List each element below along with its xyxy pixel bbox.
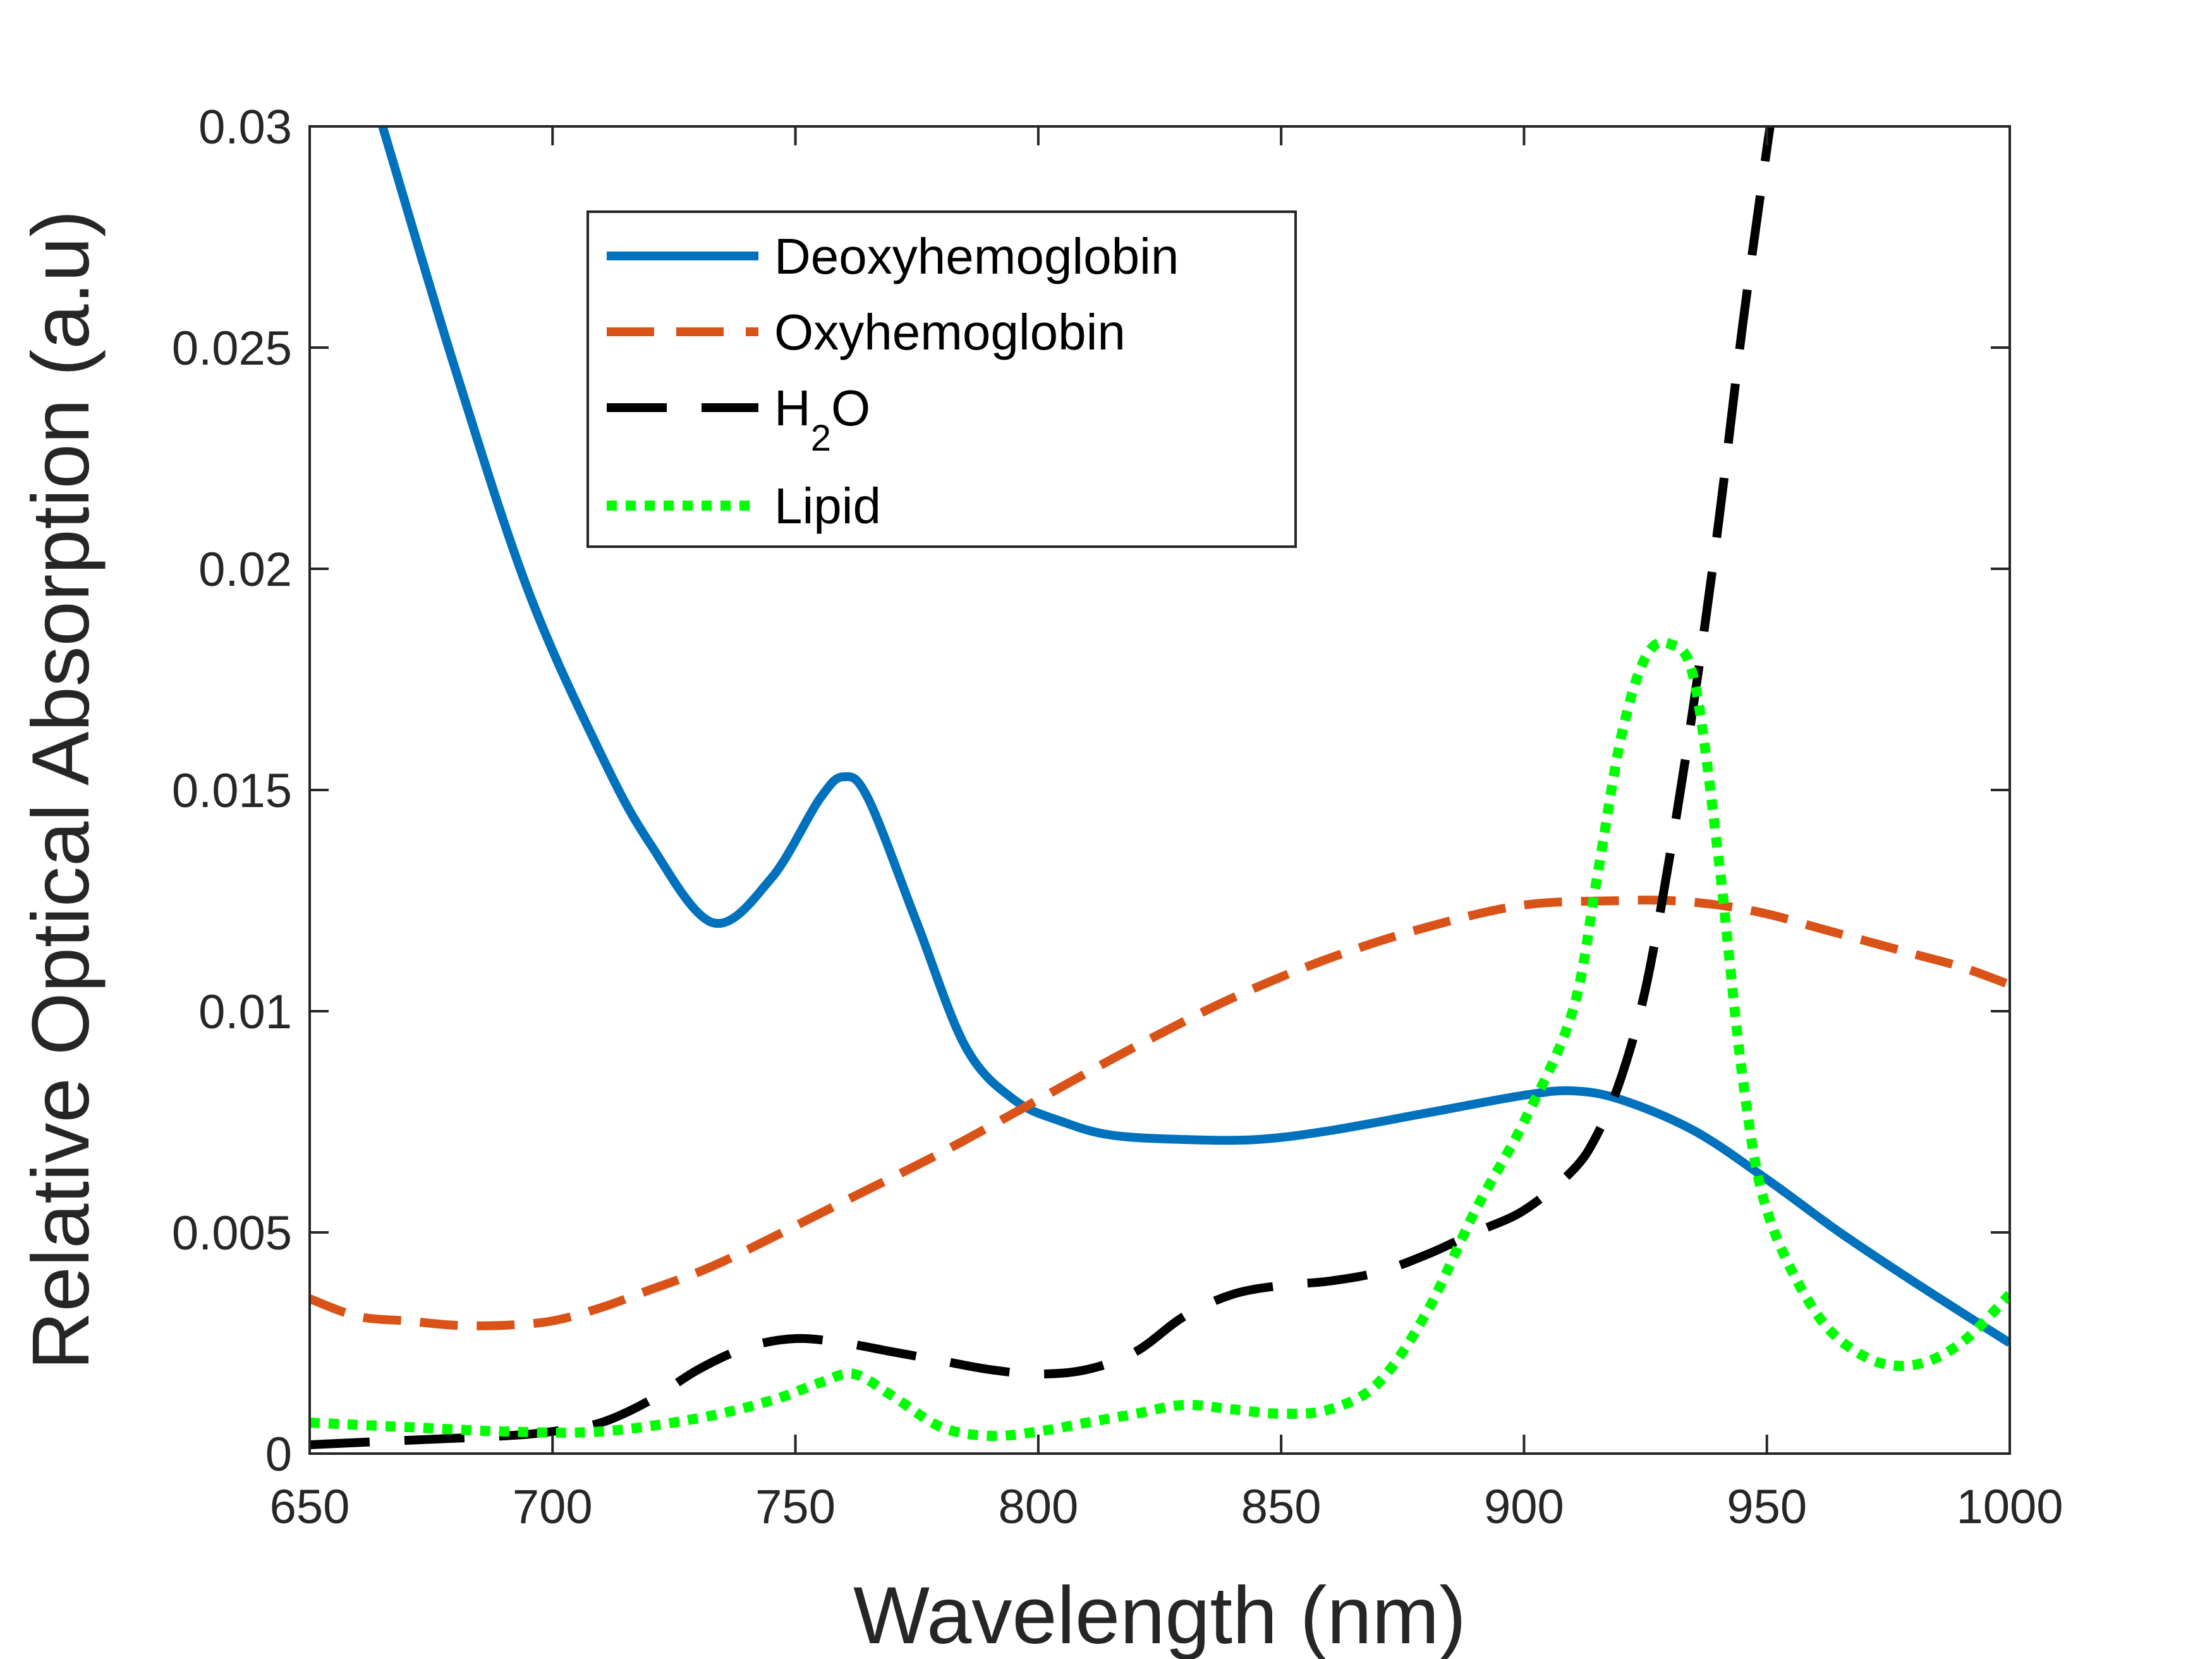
series-layer [310, 126, 2010, 1449]
legend-items: Deoxyhemoglobin Oxyhemoglobin H2O Lipid [607, 228, 1179, 534]
ticks-layer: 650 700 750 800 850 900 950 1000 0 0.005 0.01 0.015… [172, 100, 2063, 1534]
x-tick-label: 950 [1727, 1480, 1807, 1534]
legend-label-subscript: 2 [811, 418, 831, 459]
plot-frame [308, 125, 2011, 1455]
y-tick-label: 0.01 [198, 985, 292, 1039]
legend-label-main: Oxyhemoglobin [774, 304, 1126, 360]
y-tick-label: 0.025 [172, 322, 292, 375]
x-axis-title: Wavelength (nm) [853, 1571, 1466, 1659]
legend-label-main: Lipid [774, 478, 881, 534]
y-tick-label: 0.03 [198, 100, 292, 154]
legend-label-main: Deoxyhemoglobin [774, 228, 1179, 284]
series-line-2 [310, 896, 2010, 1330]
x-tick-label: 900 [1484, 1480, 1564, 1534]
x-tick-label: 850 [1241, 1480, 1322, 1534]
legend-label: Deoxyhemoglobin [774, 228, 1179, 284]
y-axis-title: Relative Optical Absorption (a.u) [16, 210, 106, 1370]
x-tick-label: 650 [270, 1480, 350, 1534]
legend-label: Oxyhemoglobin [774, 304, 1126, 360]
y-tick-label: 0.02 [198, 543, 292, 597]
x-tick-label: 700 [513, 1480, 593, 1534]
legend-label-tail: O [831, 380, 870, 436]
legend-label: H2O [774, 380, 870, 459]
legend-label-main: H [774, 380, 811, 436]
series-line-4 [310, 637, 2010, 1442]
y-tick-label: 0.015 [172, 764, 292, 818]
series-line-3 [310, 126, 1775, 1449]
y-tick-label: 0 [265, 1428, 292, 1481]
x-tick-label: 750 [755, 1480, 836, 1534]
legend: Deoxyhemoglobin Oxyhemoglobin H2O Lipid [586, 210, 1297, 548]
x-tick-label: 800 [998, 1480, 1078, 1534]
series-line-1 [377, 126, 2010, 1347]
y-tick-label: 0.005 [172, 1206, 292, 1260]
legend-label: Lipid [774, 478, 881, 534]
x-tick-label: 1000 [1956, 1480, 2063, 1534]
legend-box [586, 210, 1297, 548]
